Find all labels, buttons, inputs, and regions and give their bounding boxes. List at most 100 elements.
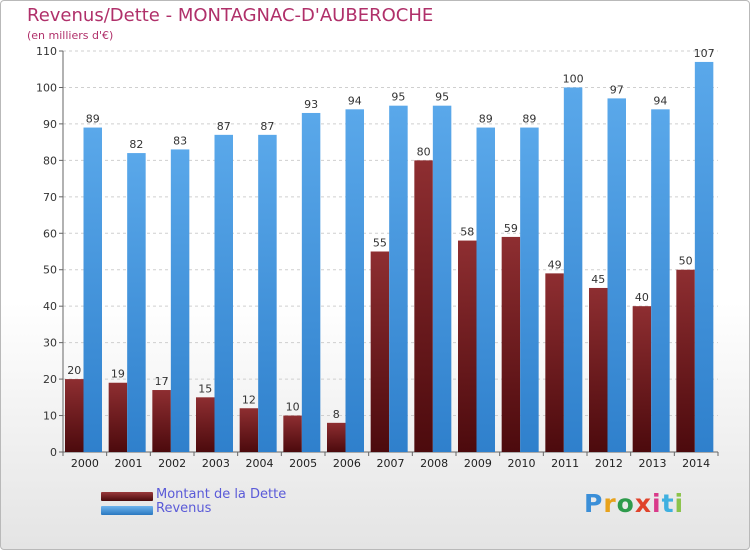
legend-label-dette: Montant de la Dette — [156, 487, 287, 502]
x-tick-label: 2011 — [551, 457, 579, 470]
x-tick-label: 2007 — [377, 457, 405, 470]
bar-revenue — [651, 109, 670, 452]
y-tick-label: 40 — [43, 300, 57, 313]
logo-letter: P — [584, 489, 604, 518]
bar-debt — [327, 422, 346, 452]
data-label-revenue: 94 — [653, 94, 667, 107]
data-label-revenue: 107 — [694, 47, 715, 60]
y-tick-label: 10 — [43, 410, 57, 423]
y-tick-label: 70 — [43, 191, 57, 204]
chart-subtitle: (en milliers d'€) — [27, 29, 114, 42]
bar-revenue — [170, 149, 190, 452]
bar-revenue — [83, 127, 102, 453]
bar-debt — [632, 306, 652, 452]
x-tick-label: 2000 — [71, 457, 99, 470]
bar-revenue — [389, 105, 408, 452]
bar-revenue — [345, 109, 364, 452]
data-label-debt: 55 — [373, 237, 387, 250]
x-tick-label: 2008 — [420, 457, 448, 470]
data-label-revenue: 95 — [391, 91, 405, 104]
data-label-revenue: 82 — [129, 138, 143, 151]
bar-debt — [108, 382, 128, 452]
y-tick-label: 100 — [36, 81, 57, 94]
x-tick-label: 2012 — [595, 457, 623, 470]
data-label-revenue: 93 — [304, 98, 318, 111]
logo-letter: r — [603, 489, 617, 518]
data-label-debt: 58 — [460, 226, 474, 239]
bar-debt — [414, 160, 433, 452]
x-tick-label: 2006 — [333, 457, 361, 470]
x-tick-label: 2003 — [202, 457, 230, 470]
y-tick-label: 0 — [50, 446, 57, 459]
bar-revenue — [563, 87, 583, 453]
y-tick-label: 50 — [43, 264, 57, 277]
logo-letter: t — [661, 489, 675, 518]
x-tick-label: 2009 — [464, 457, 492, 470]
data-label-debt: 12 — [242, 393, 256, 406]
legend-swatch-revenus — [101, 506, 153, 515]
x-tick-label: 2014 — [682, 457, 710, 470]
data-label-revenue: 87 — [217, 120, 231, 133]
bar-revenue — [301, 112, 321, 453]
bar-revenue — [258, 134, 277, 452]
legend-label-revenus: Revenus — [156, 501, 212, 516]
bar-revenue — [607, 98, 626, 453]
bar-debt — [545, 273, 564, 452]
x-tick-label: 2010 — [508, 457, 536, 470]
data-label-revenue: 94 — [348, 94, 362, 107]
bar-debt — [589, 287, 608, 452]
data-label-debt: 49 — [548, 258, 562, 271]
data-label-debt: 19 — [111, 368, 125, 381]
y-tick-label: 80 — [43, 154, 57, 167]
bar-debt — [370, 251, 390, 452]
x-tick-label: 2004 — [246, 457, 274, 470]
x-tick-label: 2002 — [158, 457, 186, 470]
data-label-debt: 80 — [417, 145, 431, 158]
data-label-debt: 10 — [286, 401, 300, 414]
data-label-debt: 59 — [504, 222, 518, 235]
y-tick-label: 30 — [43, 337, 57, 350]
bar-debt — [239, 408, 259, 452]
y-tick-label: 60 — [43, 227, 57, 240]
y-tick-label: 110 — [36, 45, 57, 58]
logo-letter: i — [652, 489, 662, 518]
data-label-debt: 50 — [679, 255, 693, 268]
data-label-revenue: 87 — [260, 120, 274, 133]
logo-letter: o — [616, 489, 635, 518]
bar-debt — [676, 269, 695, 452]
data-label-debt: 45 — [591, 273, 605, 286]
bar-debt — [65, 379, 84, 452]
legend-swatch-dette — [101, 492, 153, 501]
x-tick-label: 2013 — [639, 457, 667, 470]
data-label-revenue: 89 — [479, 113, 493, 126]
data-label-debt: 17 — [155, 375, 169, 388]
x-tick-label: 2001 — [115, 457, 143, 470]
proxiti-logo: Proxiti — [584, 489, 684, 518]
chart-title: Revenus/Dette - MONTAGNAC-D'AUBEROCHE — [27, 5, 434, 26]
data-label-debt: 40 — [635, 291, 649, 304]
logo-letter: x — [634, 489, 652, 518]
data-label-revenue: 97 — [610, 83, 624, 96]
bar-debt — [196, 397, 215, 452]
data-label-revenue: 83 — [173, 134, 187, 147]
data-label-debt: 20 — [67, 364, 81, 377]
bar-debt — [152, 390, 171, 452]
y-tick-label: 20 — [43, 373, 57, 386]
bar-revenue — [127, 153, 146, 452]
bar-debt — [283, 415, 302, 452]
bar-revenue — [694, 61, 714, 452]
bar-debt — [458, 240, 477, 452]
bar-debt — [501, 236, 521, 452]
data-label-debt: 15 — [198, 382, 212, 395]
data-label-revenue: 89 — [86, 113, 100, 126]
bar-revenue — [520, 127, 539, 453]
y-tick-label: 90 — [43, 118, 57, 131]
logo-letter: i — [674, 489, 685, 518]
bar-revenue — [214, 134, 233, 452]
data-label-revenue: 89 — [522, 113, 536, 126]
data-label-debt: 8 — [333, 408, 340, 421]
data-label-revenue: 100 — [563, 72, 584, 85]
bar-revenue — [476, 127, 495, 453]
